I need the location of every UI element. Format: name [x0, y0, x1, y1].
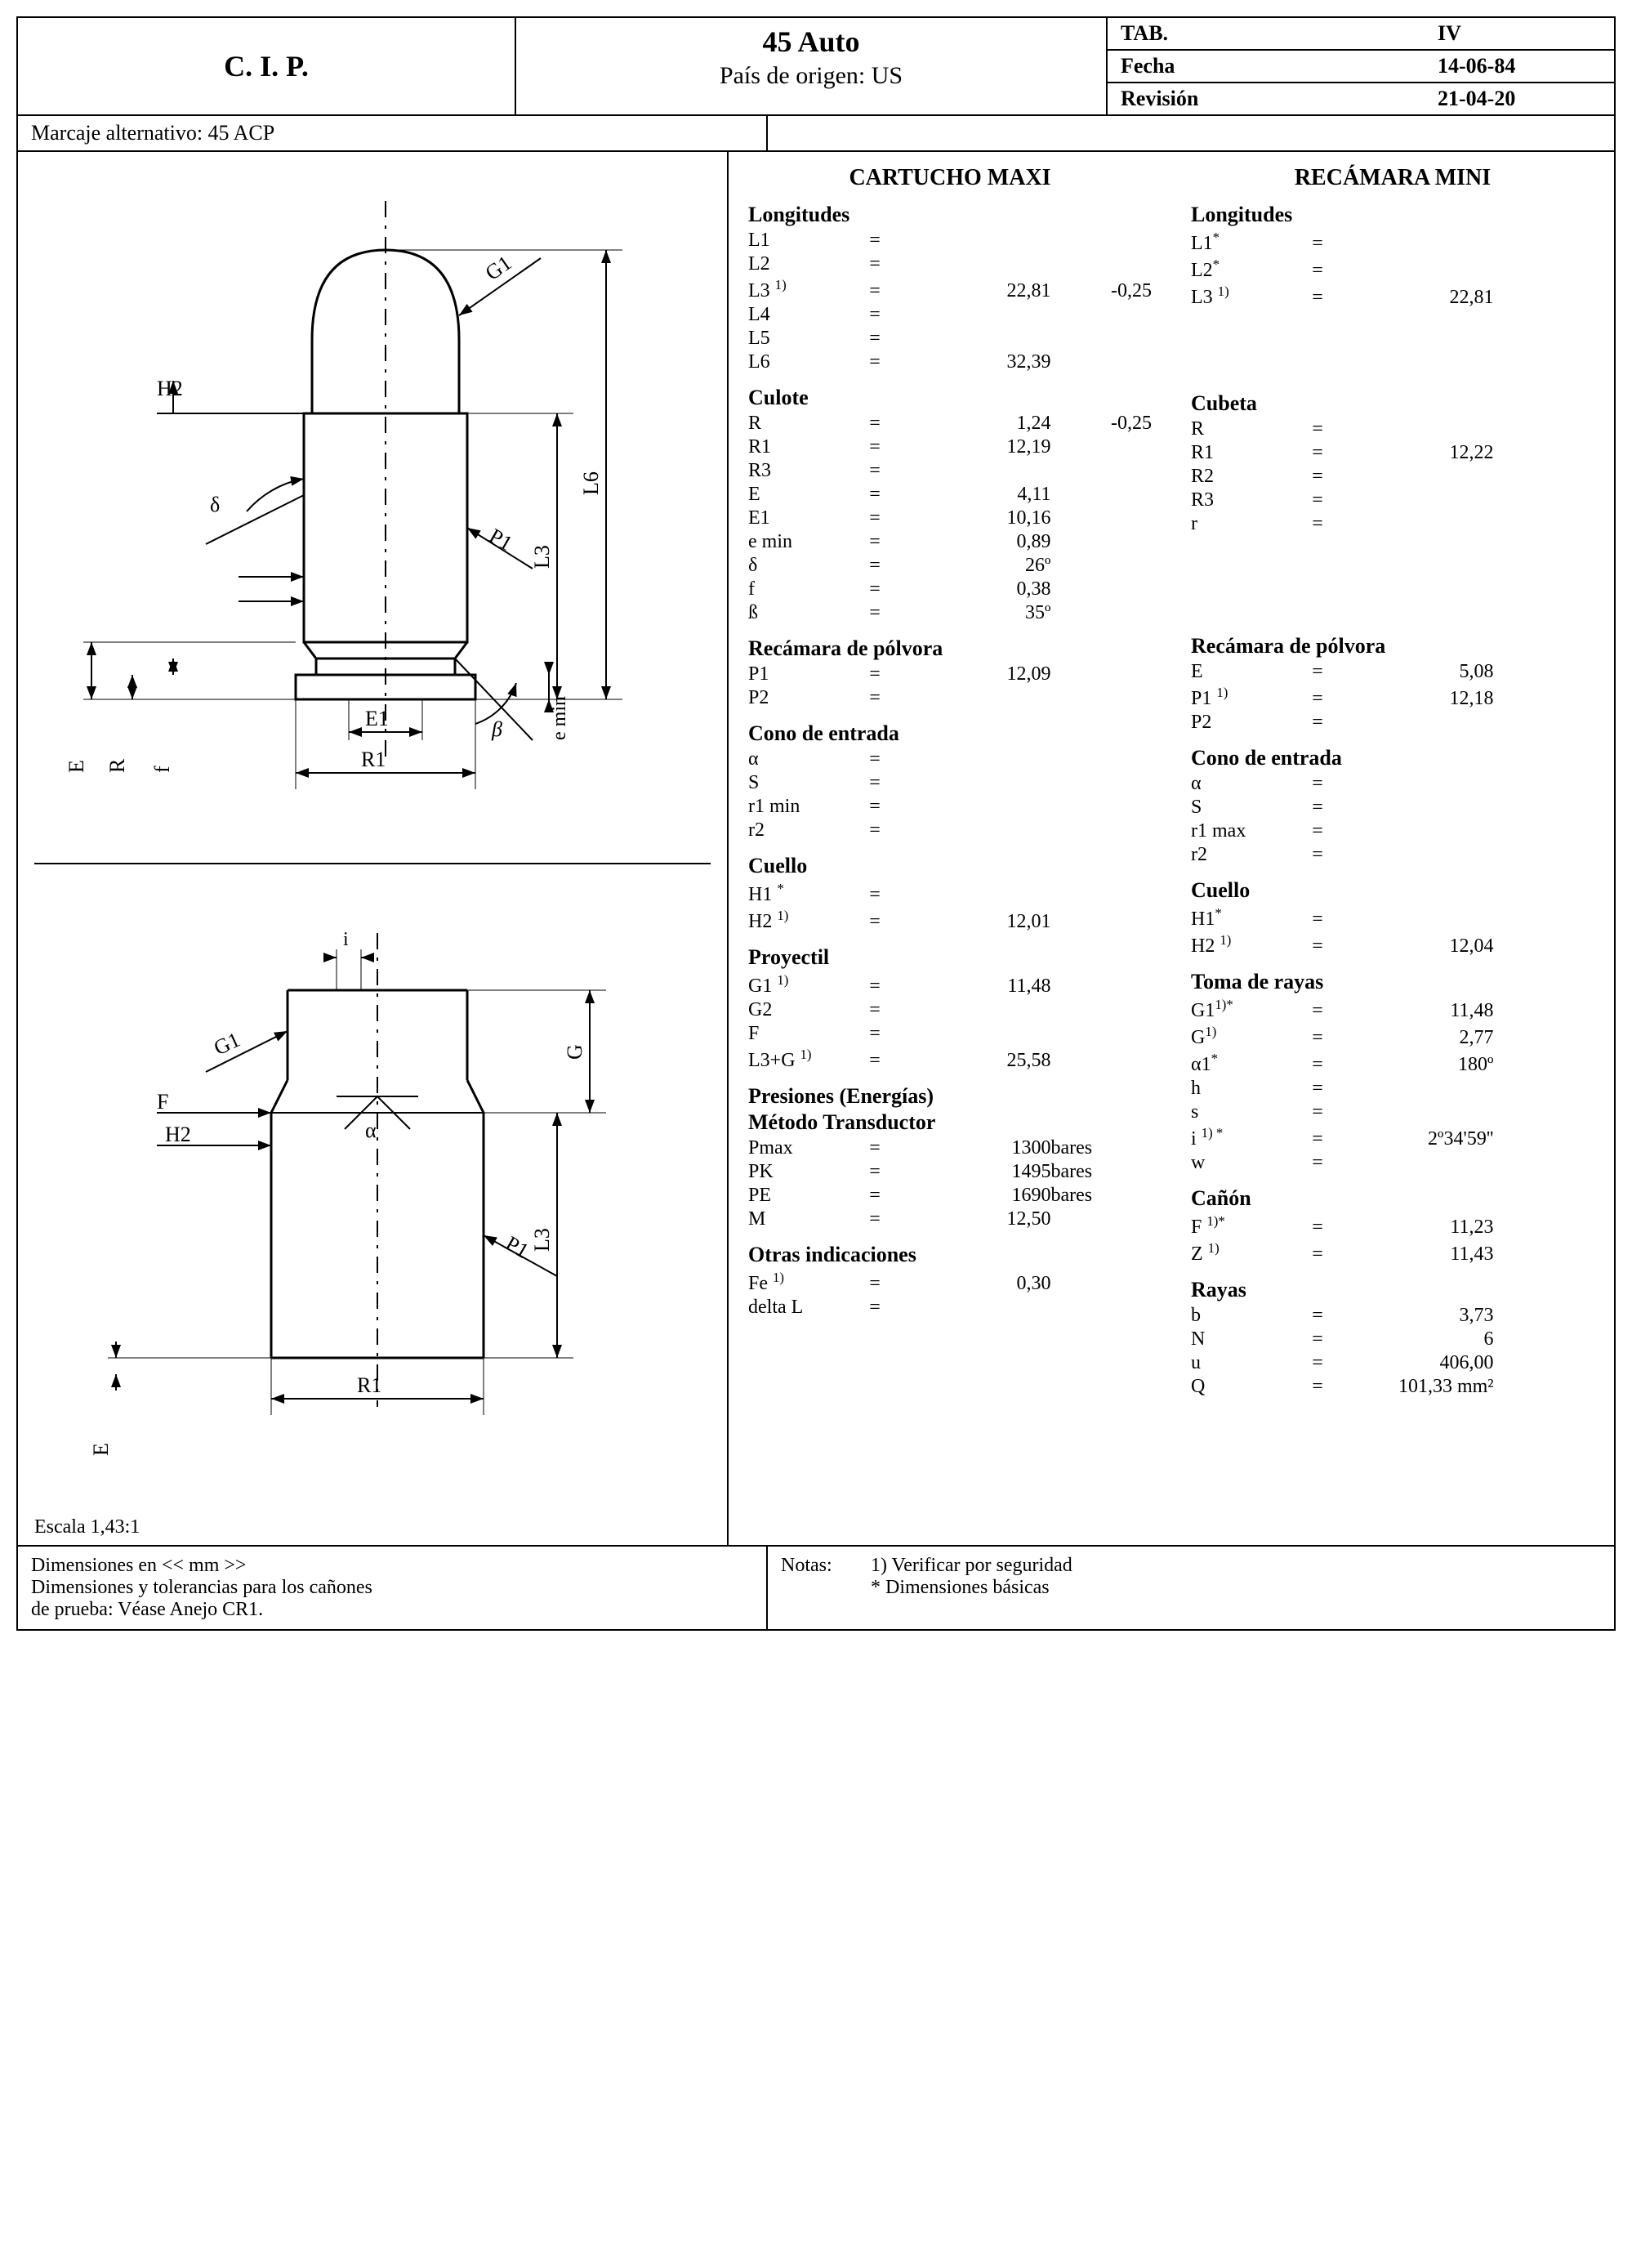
- grp-cubeta: Cubeta: [1191, 391, 1594, 416]
- tbl-longitudes: L1= L2= L3 1)=22,81-0,25 L4= L5= L6=32,3…: [748, 229, 1152, 374]
- lbl-r1b: R1: [357, 1373, 381, 1397]
- chamber-diagram: i G G1 F H2: [34, 884, 711, 1510]
- grp-proyectil: Proyectil: [748, 945, 1152, 970]
- tab-value: IV: [1438, 21, 1601, 46]
- tbl-cuello: H1 *= H2 1)=12,01: [748, 880, 1152, 934]
- alt-marking-row: Marcaje alternativo: 45 ACP: [18, 116, 1614, 152]
- tbl-cono-r: α= S= r1 max= r2=: [1191, 772, 1594, 867]
- tbl-toma: G11)*=11,48 G1)=2,77 α1*=180º h= s= i 1)…: [1191, 996, 1594, 1175]
- lbl-fb: F: [157, 1090, 168, 1114]
- tbl-presiones: Pmax=1300bares PK=1495bares PE=1690bares…: [748, 1136, 1152, 1231]
- lbl-delta: δ: [210, 493, 220, 516]
- lbl-p1: P1: [485, 524, 516, 556]
- tbl-cono: α= S= r1 min= r2=: [748, 748, 1152, 842]
- tbl-rayas: b=3,73 N=6 u=406,00 Q=101,33 mm²: [1191, 1304, 1594, 1399]
- tbl-longitudes-r: L1*= L2*= L3 1)=22,81: [1191, 229, 1594, 310]
- body: H2 G1 L6 L3 P1: [18, 152, 1614, 1545]
- lbl-e: E: [65, 760, 88, 773]
- grp-recamara-r: Recámara de pólvora: [1191, 634, 1594, 659]
- rev-label: Revisión: [1121, 87, 1438, 111]
- grp-cuello-r: Cuello: [1191, 878, 1594, 903]
- lbl-l3: L3: [530, 545, 554, 569]
- recamara-column: RECÁMARA MINI Longitudes L1*= L2*= L3 1)…: [1171, 152, 1614, 1545]
- dim-line-2: Dimensiones y tolerancias para los cañon…: [31, 1577, 753, 1599]
- lbl-h2: H2: [157, 377, 183, 400]
- rev-value: 21-04-20: [1438, 87, 1601, 111]
- dim-line-3: de prueba: Véase Anejo CR1.: [31, 1599, 753, 1621]
- lbl-alpha: α: [365, 1118, 377, 1142]
- cartucho-column: CARTUCHO MAXI Longitudes L1= L2= L3 1)=2…: [729, 152, 1171, 1545]
- grp-otras: Otras indicaciones: [748, 1243, 1152, 1267]
- recamara-title: RECÁMARA MINI: [1191, 165, 1594, 191]
- lbl-f: f: [150, 766, 174, 773]
- lbl-i: i: [343, 929, 349, 950]
- note-2: * Dimensiones básicas: [871, 1577, 1050, 1599]
- tab-row: TAB. IV: [1108, 18, 1614, 51]
- footer-dimensions: Dimensiones en << mm >> Dimensiones y to…: [18, 1547, 768, 1629]
- cartridge-title: 45 Auto País de origen: US: [516, 18, 1108, 114]
- cartridge-name: 45 Auto: [516, 25, 1106, 59]
- grp-rayas: Rayas: [1191, 1278, 1594, 1302]
- grp-longitudes-r: Longitudes: [1191, 203, 1594, 227]
- tbl-recamara: P1=12,09 P2=: [748, 663, 1152, 710]
- grp-presiones: Presiones (Energías): [748, 1084, 1152, 1109]
- date-value: 14-06-84: [1438, 54, 1601, 78]
- lbl-l6: L6: [579, 471, 603, 495]
- lbl-r1: R1: [361, 748, 386, 771]
- grp-longitudes: Longitudes: [748, 203, 1152, 227]
- tbl-canon: F 1)*=11,23 Z 1)=11,43: [1191, 1212, 1594, 1266]
- lbl-e1: E1: [365, 707, 389, 730]
- tbl-culote: R=1,24-0,25 R1=12,19 R3= E=4,11 E1=10,16…: [748, 412, 1152, 625]
- notes-label: Notas:: [781, 1555, 871, 1577]
- lbl-emin: e min: [549, 696, 570, 740]
- grp-cuello: Cuello: [748, 854, 1152, 878]
- tbl-recamara-r: E=5,08 P1 1)=12,18 P2=: [1191, 660, 1594, 734]
- header: C. I. P. 45 Auto País de origen: US TAB.…: [18, 18, 1614, 116]
- grp-toma: Toma de rayas: [1191, 970, 1594, 994]
- tbl-otras: Fe 1)=0,30 delta L=: [748, 1269, 1152, 1319]
- lbl-l3b: L3: [530, 1228, 554, 1252]
- lbl-r: R: [105, 758, 129, 773]
- lbl-eb: E: [89, 1443, 113, 1456]
- header-meta: TAB. IV Fecha 14-06-84 Revisión 21-04-20: [1108, 18, 1614, 114]
- lbl-beta: β: [491, 717, 502, 741]
- data-columns: CARTUCHO MAXI Longitudes L1= L2= L3 1)=2…: [729, 152, 1614, 1545]
- origin-label: País de origen: US: [516, 62, 1106, 90]
- scale-label: Escala 1,43:1: [34, 1510, 711, 1538]
- footer-notes: Notas: 1) Verificar por seguridad * Dime…: [768, 1547, 1614, 1629]
- dim-line-1: Dimensiones en << mm >>: [31, 1555, 753, 1577]
- tbl-cuello-r: H1*= H2 1)=12,04: [1191, 904, 1594, 958]
- cartridge-diagram: H2 G1 L6 L3 P1: [34, 168, 711, 843]
- grp-cono: Cono de entrada: [748, 721, 1152, 746]
- lbl-g: G: [563, 1044, 586, 1060]
- spec-sheet: C. I. P. 45 Auto País de origen: US TAB.…: [16, 16, 1616, 1631]
- tbl-cubeta: R= R1=12,22 R2= R3= r=: [1191, 417, 1594, 536]
- grp-recamara: Recámara de pólvora: [748, 636, 1152, 661]
- rev-row: Revisión 21-04-20: [1108, 83, 1614, 114]
- date-label: Fecha: [1121, 54, 1438, 78]
- org-name: C. I. P.: [18, 18, 516, 114]
- diagrams-column: H2 G1 L6 L3 P1: [18, 152, 729, 1545]
- grp-presiones-sub: Método Transductor: [748, 1110, 1152, 1135]
- tbl-proyectil: G1 1)=11,48 G2= F= L3+G 1)=25,58: [748, 971, 1152, 1073]
- grp-culote: Culote: [748, 386, 1152, 410]
- footer: Dimensiones en << mm >> Dimensiones y to…: [18, 1545, 1614, 1629]
- note-1: 1) Verificar por seguridad: [871, 1555, 1072, 1577]
- cartucho-title: CARTUCHO MAXI: [748, 165, 1152, 191]
- lbl-h2b: H2: [165, 1123, 191, 1146]
- grp-canon: Cañón: [1191, 1186, 1594, 1211]
- alt-marking: Marcaje alternativo: 45 ACP: [18, 116, 768, 150]
- lbl-p1b: P1: [502, 1231, 533, 1263]
- diagram-divider: [34, 863, 711, 864]
- grp-cono-r: Cono de entrada: [1191, 746, 1594, 770]
- tab-label: TAB.: [1121, 21, 1438, 46]
- date-row: Fecha 14-06-84: [1108, 51, 1614, 83]
